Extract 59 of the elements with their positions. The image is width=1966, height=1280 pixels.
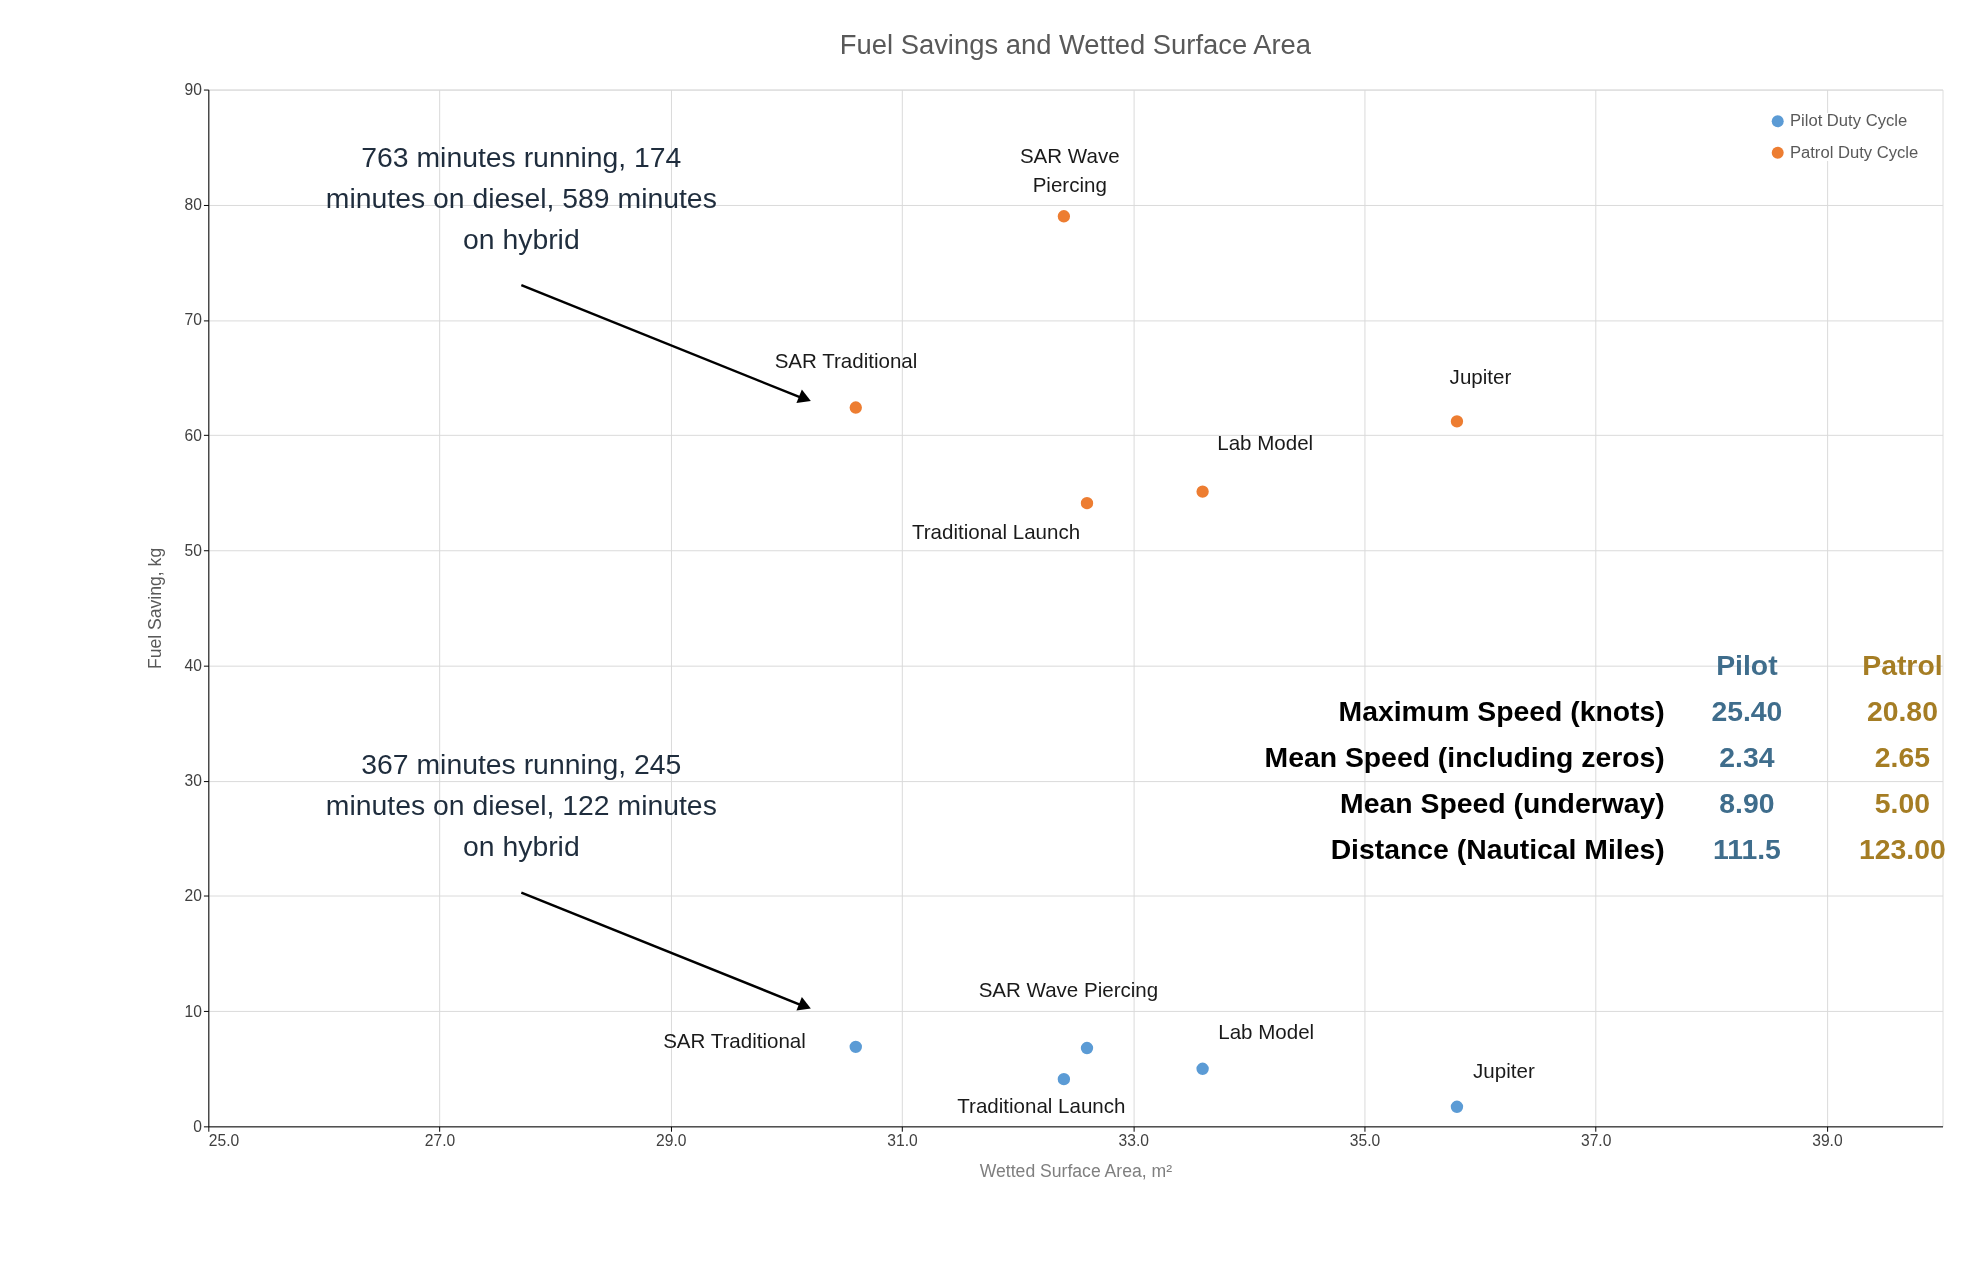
point — [849, 401, 862, 414]
y-tick-label: 30 — [184, 772, 203, 790]
x-axis-title: Wetted Surface Area, m² — [979, 1160, 1173, 1181]
annotation: SAR Traditional — [663, 1028, 806, 1052]
annotation: SAR Wave Piercing — [1019, 144, 1120, 196]
y-tick-label: 10 — [184, 1002, 203, 1020]
annotation: Jupiter — [1473, 1059, 1535, 1083]
y-tick-label: 80 — [184, 196, 203, 214]
annotation: 123.00 — [1859, 833, 1946, 866]
x-tick-label: 33.0 — [1118, 1132, 1150, 1150]
legend-label: Pilot Duty Cycle — [1789, 111, 1908, 131]
point — [1080, 1041, 1094, 1055]
annotation: Patrol — [1862, 649, 1943, 682]
annotation: SAR Wave Piercing — [978, 978, 1159, 1002]
chart-title: Fuel Savings and Wetted Surface Area — [839, 29, 1312, 61]
annotation: Mean Speed (including zeros) — [1264, 741, 1665, 774]
annotation: Pilot — [1716, 649, 1779, 682]
annotation: Distance (Nautical Miles) — [1330, 833, 1665, 866]
x-tick-label: 29.0 — [656, 1132, 687, 1150]
point — [1080, 496, 1094, 510]
y-tick-label: 60 — [184, 426, 203, 444]
annotation: 367 minutes running, 245 minutes on diesel, 122 minutes on hybrid — [325, 748, 717, 863]
legend-label: Patrol Duty Cycle — [1789, 142, 1919, 162]
annotation: 5.00 — [1874, 787, 1931, 820]
x-tick-label: 27.0 — [424, 1132, 456, 1150]
point — [1450, 415, 1464, 428]
annotation: Maximum Speed (knots) — [1338, 695, 1665, 728]
point — [1450, 1100, 1464, 1113]
point — [849, 1040, 862, 1054]
annotation: 111.5 — [1712, 833, 1781, 866]
annotation: 25.40 — [1711, 695, 1783, 728]
x-tick-label: 31.0 — [887, 1132, 919, 1150]
annotation: 2.65 — [1874, 741, 1931, 774]
annotation: Lab Model — [1217, 430, 1314, 454]
annotation: Mean Speed (underway) — [1340, 787, 1665, 820]
annotation: Traditional Launch — [911, 520, 1081, 544]
x-tick-label: 25.0 — [208, 1132, 240, 1150]
y-tick-label: 20 — [184, 887, 203, 905]
point — [1196, 1062, 1209, 1075]
y-tick-label: 40 — [184, 656, 203, 674]
annotation: Lab Model — [1218, 1020, 1315, 1044]
annotation: 763 minutes running, 174 minutes on diesel, 589 minutes on hybrid — [325, 140, 717, 255]
annotation: 20.80 — [1866, 695, 1938, 728]
annotation: Traditional Launch — [957, 1094, 1126, 1118]
x-tick-label: 37.0 — [1580, 1132, 1612, 1150]
y-axis-title: Fuel Saving, kg — [145, 547, 166, 670]
x-tick-label: 35.0 — [1349, 1132, 1381, 1150]
annotation: Jupiter — [1449, 365, 1512, 389]
point — [1057, 210, 1071, 223]
y-tick-label: 70 — [184, 311, 203, 329]
x-tick-label: 39.0 — [1812, 1132, 1843, 1150]
y-tick-label: 50 — [184, 541, 203, 559]
point — [1057, 1072, 1071, 1086]
annotation: 2.34 — [1719, 741, 1775, 774]
y-tick-label: 0 — [193, 1117, 203, 1135]
point — [1196, 485, 1209, 498]
annotation: SAR Traditional — [774, 349, 918, 373]
y-tick-label: 90 — [184, 80, 203, 98]
annotation: 8.90 — [1719, 787, 1775, 820]
